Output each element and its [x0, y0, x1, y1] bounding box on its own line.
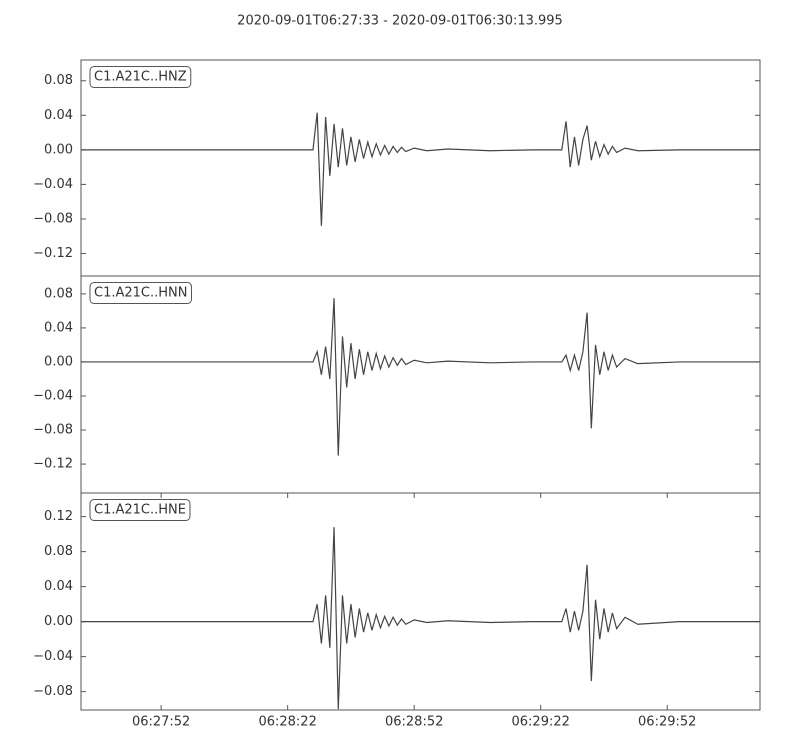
y-tick-label: −0.08 [33, 211, 73, 226]
y-tick-label: −0.04 [33, 649, 73, 664]
y-tick-label: −0.04 [33, 177, 73, 192]
y-tick-label: 0.04 [44, 108, 73, 123]
y-tick-label: 0.00 [44, 354, 73, 369]
panel-frame [80, 492, 761, 711]
y-tick-label: 0.12 [44, 509, 73, 524]
trace-label-box [89, 499, 191, 521]
x-tick-label: 06:29:22 [512, 715, 570, 730]
y-tick-label: 0.00 [44, 142, 73, 157]
waveform [81, 298, 760, 456]
waveform [81, 527, 760, 710]
trace-label: C1.A21C..HNE [94, 503, 186, 518]
trace-label-box [89, 66, 192, 88]
x-tick-label: 06:27:52 [132, 715, 190, 730]
chart-title: 2020-09-01T06:27:33 - 2020-09-01T06:30:1… [237, 14, 563, 29]
y-tick-label: 0.04 [44, 579, 73, 594]
panel-frame [80, 275, 761, 494]
y-tick-label: 0.00 [44, 614, 73, 629]
y-tick-label: 0.04 [44, 320, 73, 335]
trace-label: C1.A21C..HNZ [94, 70, 187, 85]
y-tick-label: −0.08 [33, 423, 73, 438]
y-tick-label: 0.08 [44, 544, 73, 559]
trace-label: C1.A21C..HNN [94, 286, 187, 301]
x-tick-label: 06:28:52 [385, 715, 443, 730]
x-tick-label: 06:28:22 [258, 715, 316, 730]
y-tick-label: −0.08 [33, 684, 73, 699]
trace-label-box [89, 282, 192, 304]
x-tick-label: 06:29:52 [638, 715, 696, 730]
y-tick-label: −0.04 [33, 388, 73, 403]
panel-frame [80, 59, 761, 277]
y-tick-label: −0.12 [33, 457, 73, 472]
y-tick-label: −0.12 [33, 246, 73, 261]
waveform [81, 112, 760, 226]
y-tick-label: 0.08 [44, 73, 73, 88]
y-tick-label: 0.08 [44, 286, 73, 301]
